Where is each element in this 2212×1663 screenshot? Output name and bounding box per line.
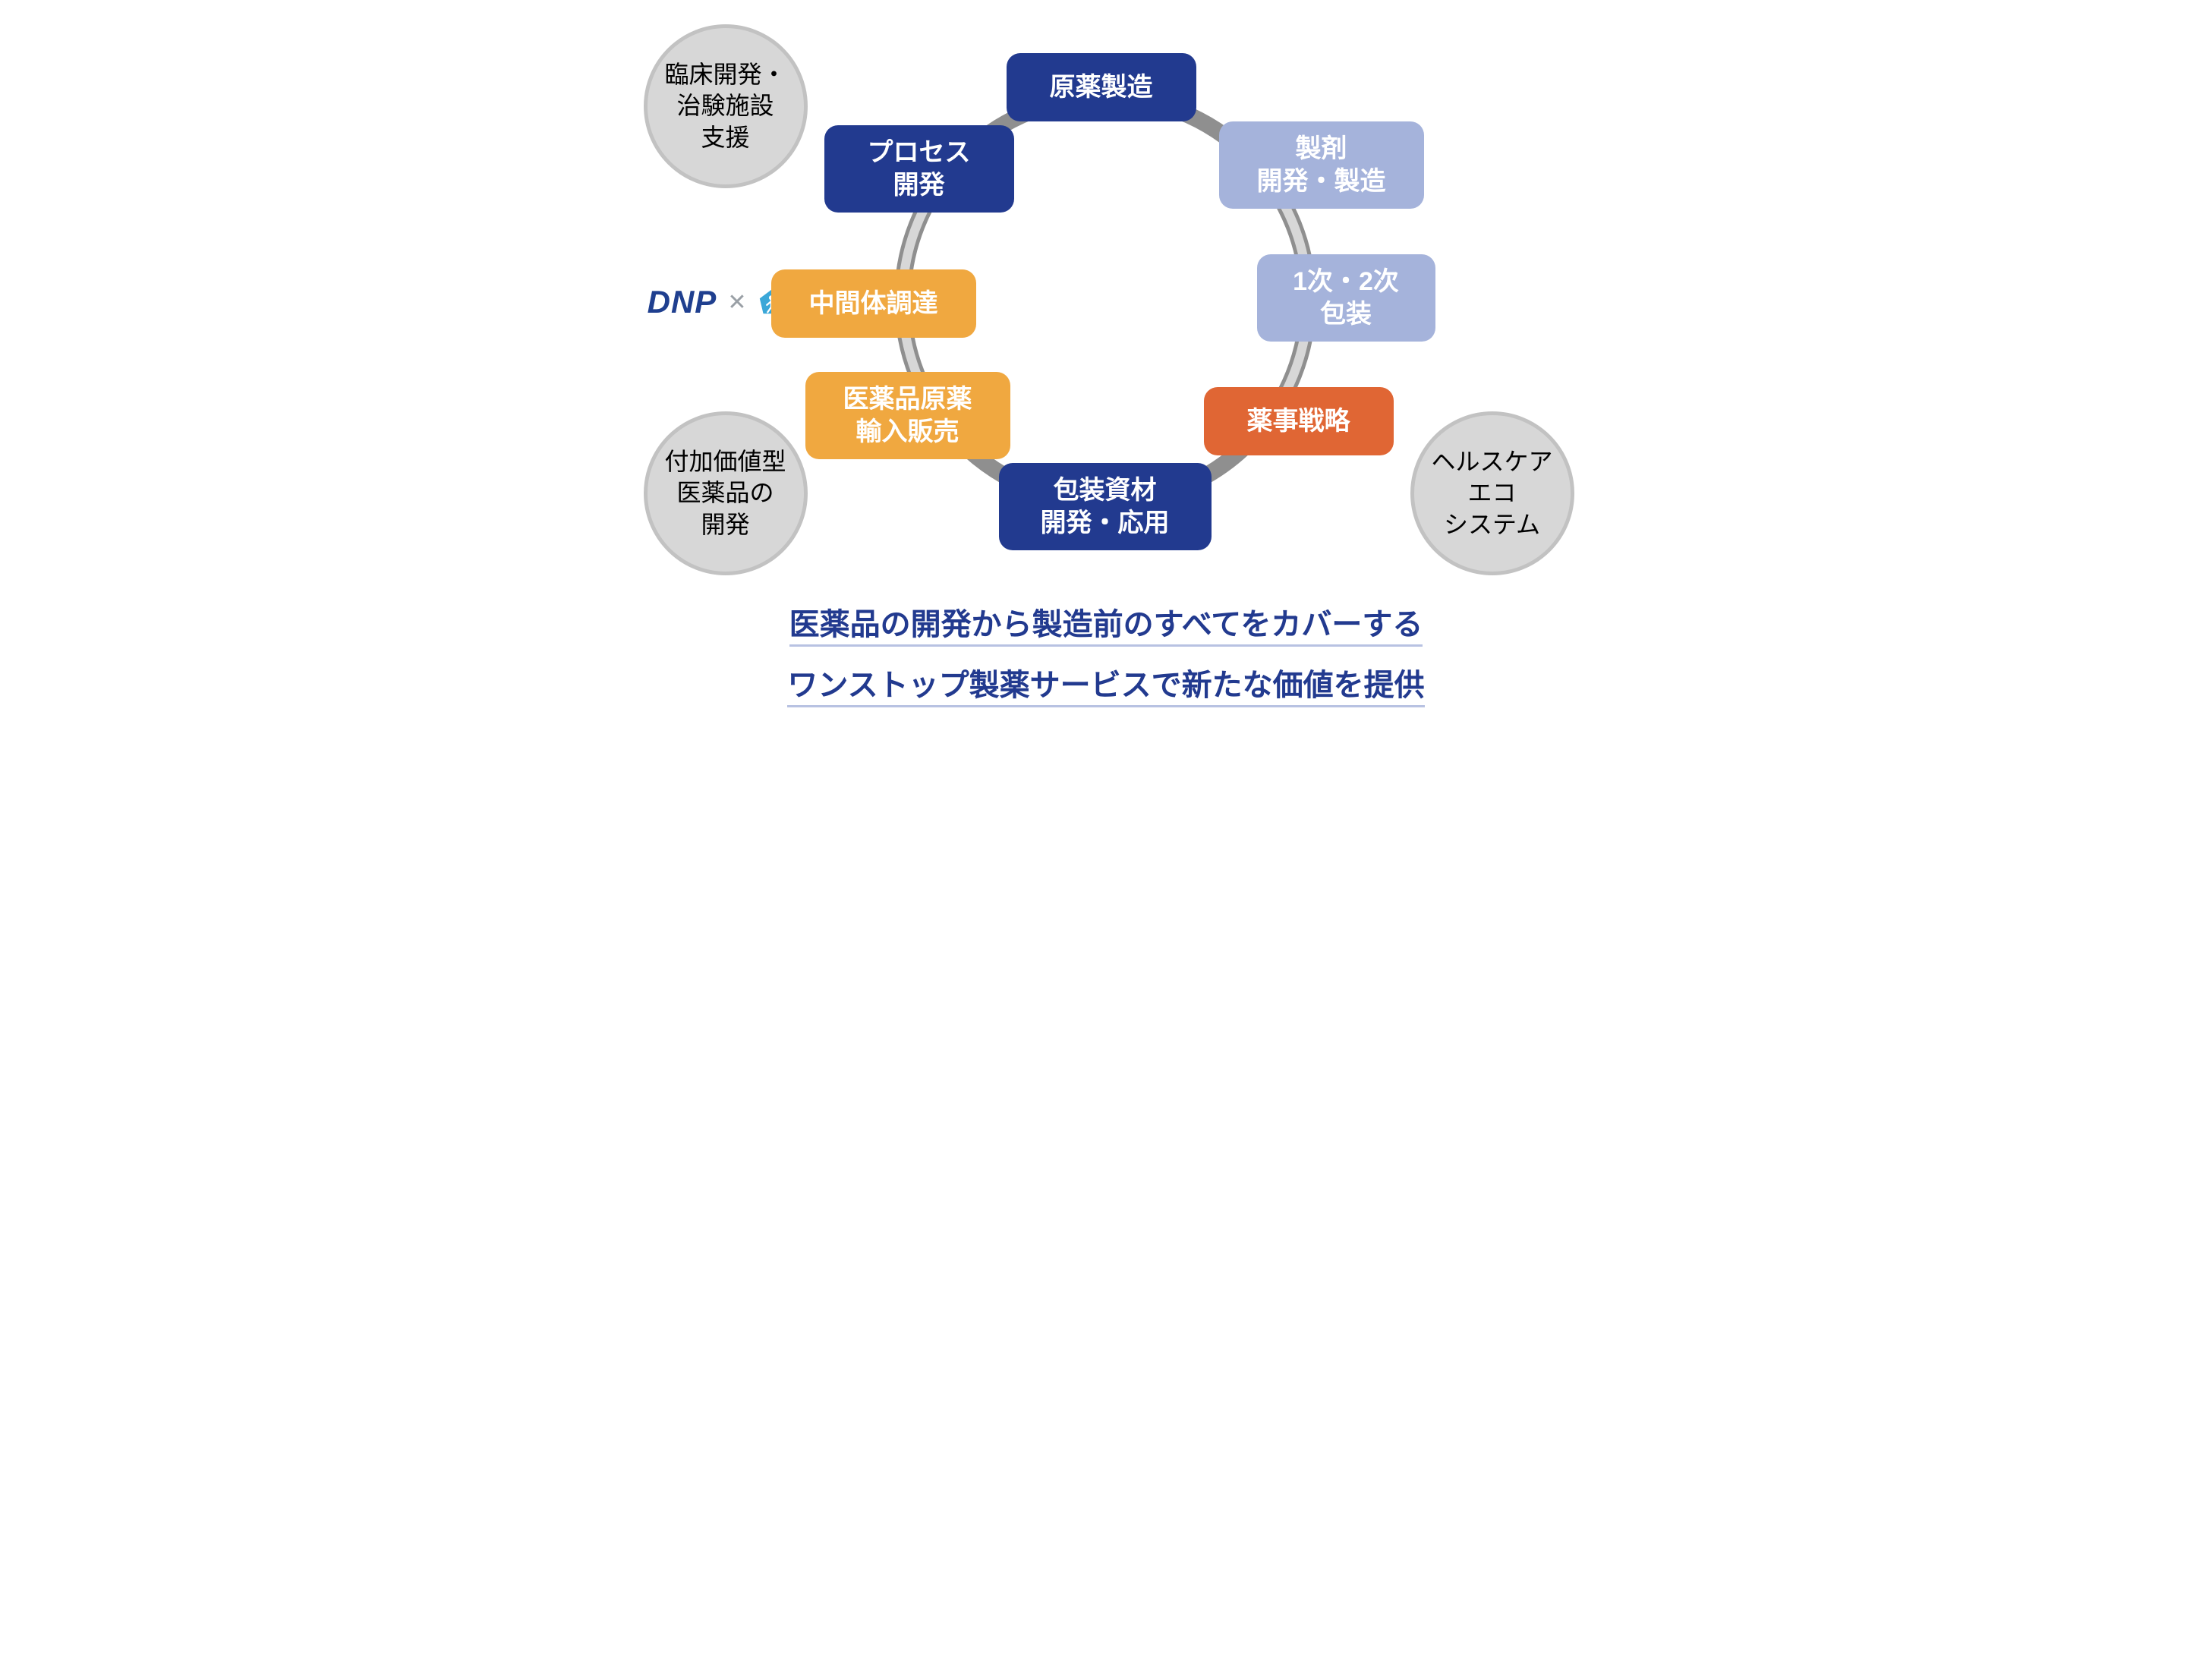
bubble-clinical-dev: 臨床開発・ 治験施設 支援 bbox=[644, 24, 808, 188]
node-api-import: 医薬品原薬 輸入販売 bbox=[805, 372, 1010, 459]
bubble-value-added: 付加価値型 医薬品の 開発 bbox=[644, 411, 808, 575]
tagline-line-1: 医薬品の開発から製造前のすべてをカバーする bbox=[627, 600, 1586, 644]
collaboration-x-icon: ✕ bbox=[727, 289, 746, 316]
node-packaging-12: 1次・2次 包装 bbox=[1257, 254, 1435, 342]
node-formulation: 製剤 開発・製造 bbox=[1219, 121, 1424, 209]
node-intermediate: 中間体調達 bbox=[771, 269, 976, 338]
node-process-dev: プロセス 開発 bbox=[824, 125, 1014, 213]
bubble-healthcare-eco: ヘルスケア エコ システム bbox=[1410, 411, 1574, 575]
node-regulatory: 薬事戦略 bbox=[1204, 387, 1394, 455]
node-api-mfg: 原薬製造 bbox=[1007, 53, 1196, 121]
tagline-line-2: ワンストップ製薬サービスで新たな価値を提供 bbox=[627, 660, 1586, 704]
node-pkg-material: 包装資材 開発・応用 bbox=[999, 463, 1212, 550]
dnp-logo-text: DNP bbox=[648, 284, 717, 320]
